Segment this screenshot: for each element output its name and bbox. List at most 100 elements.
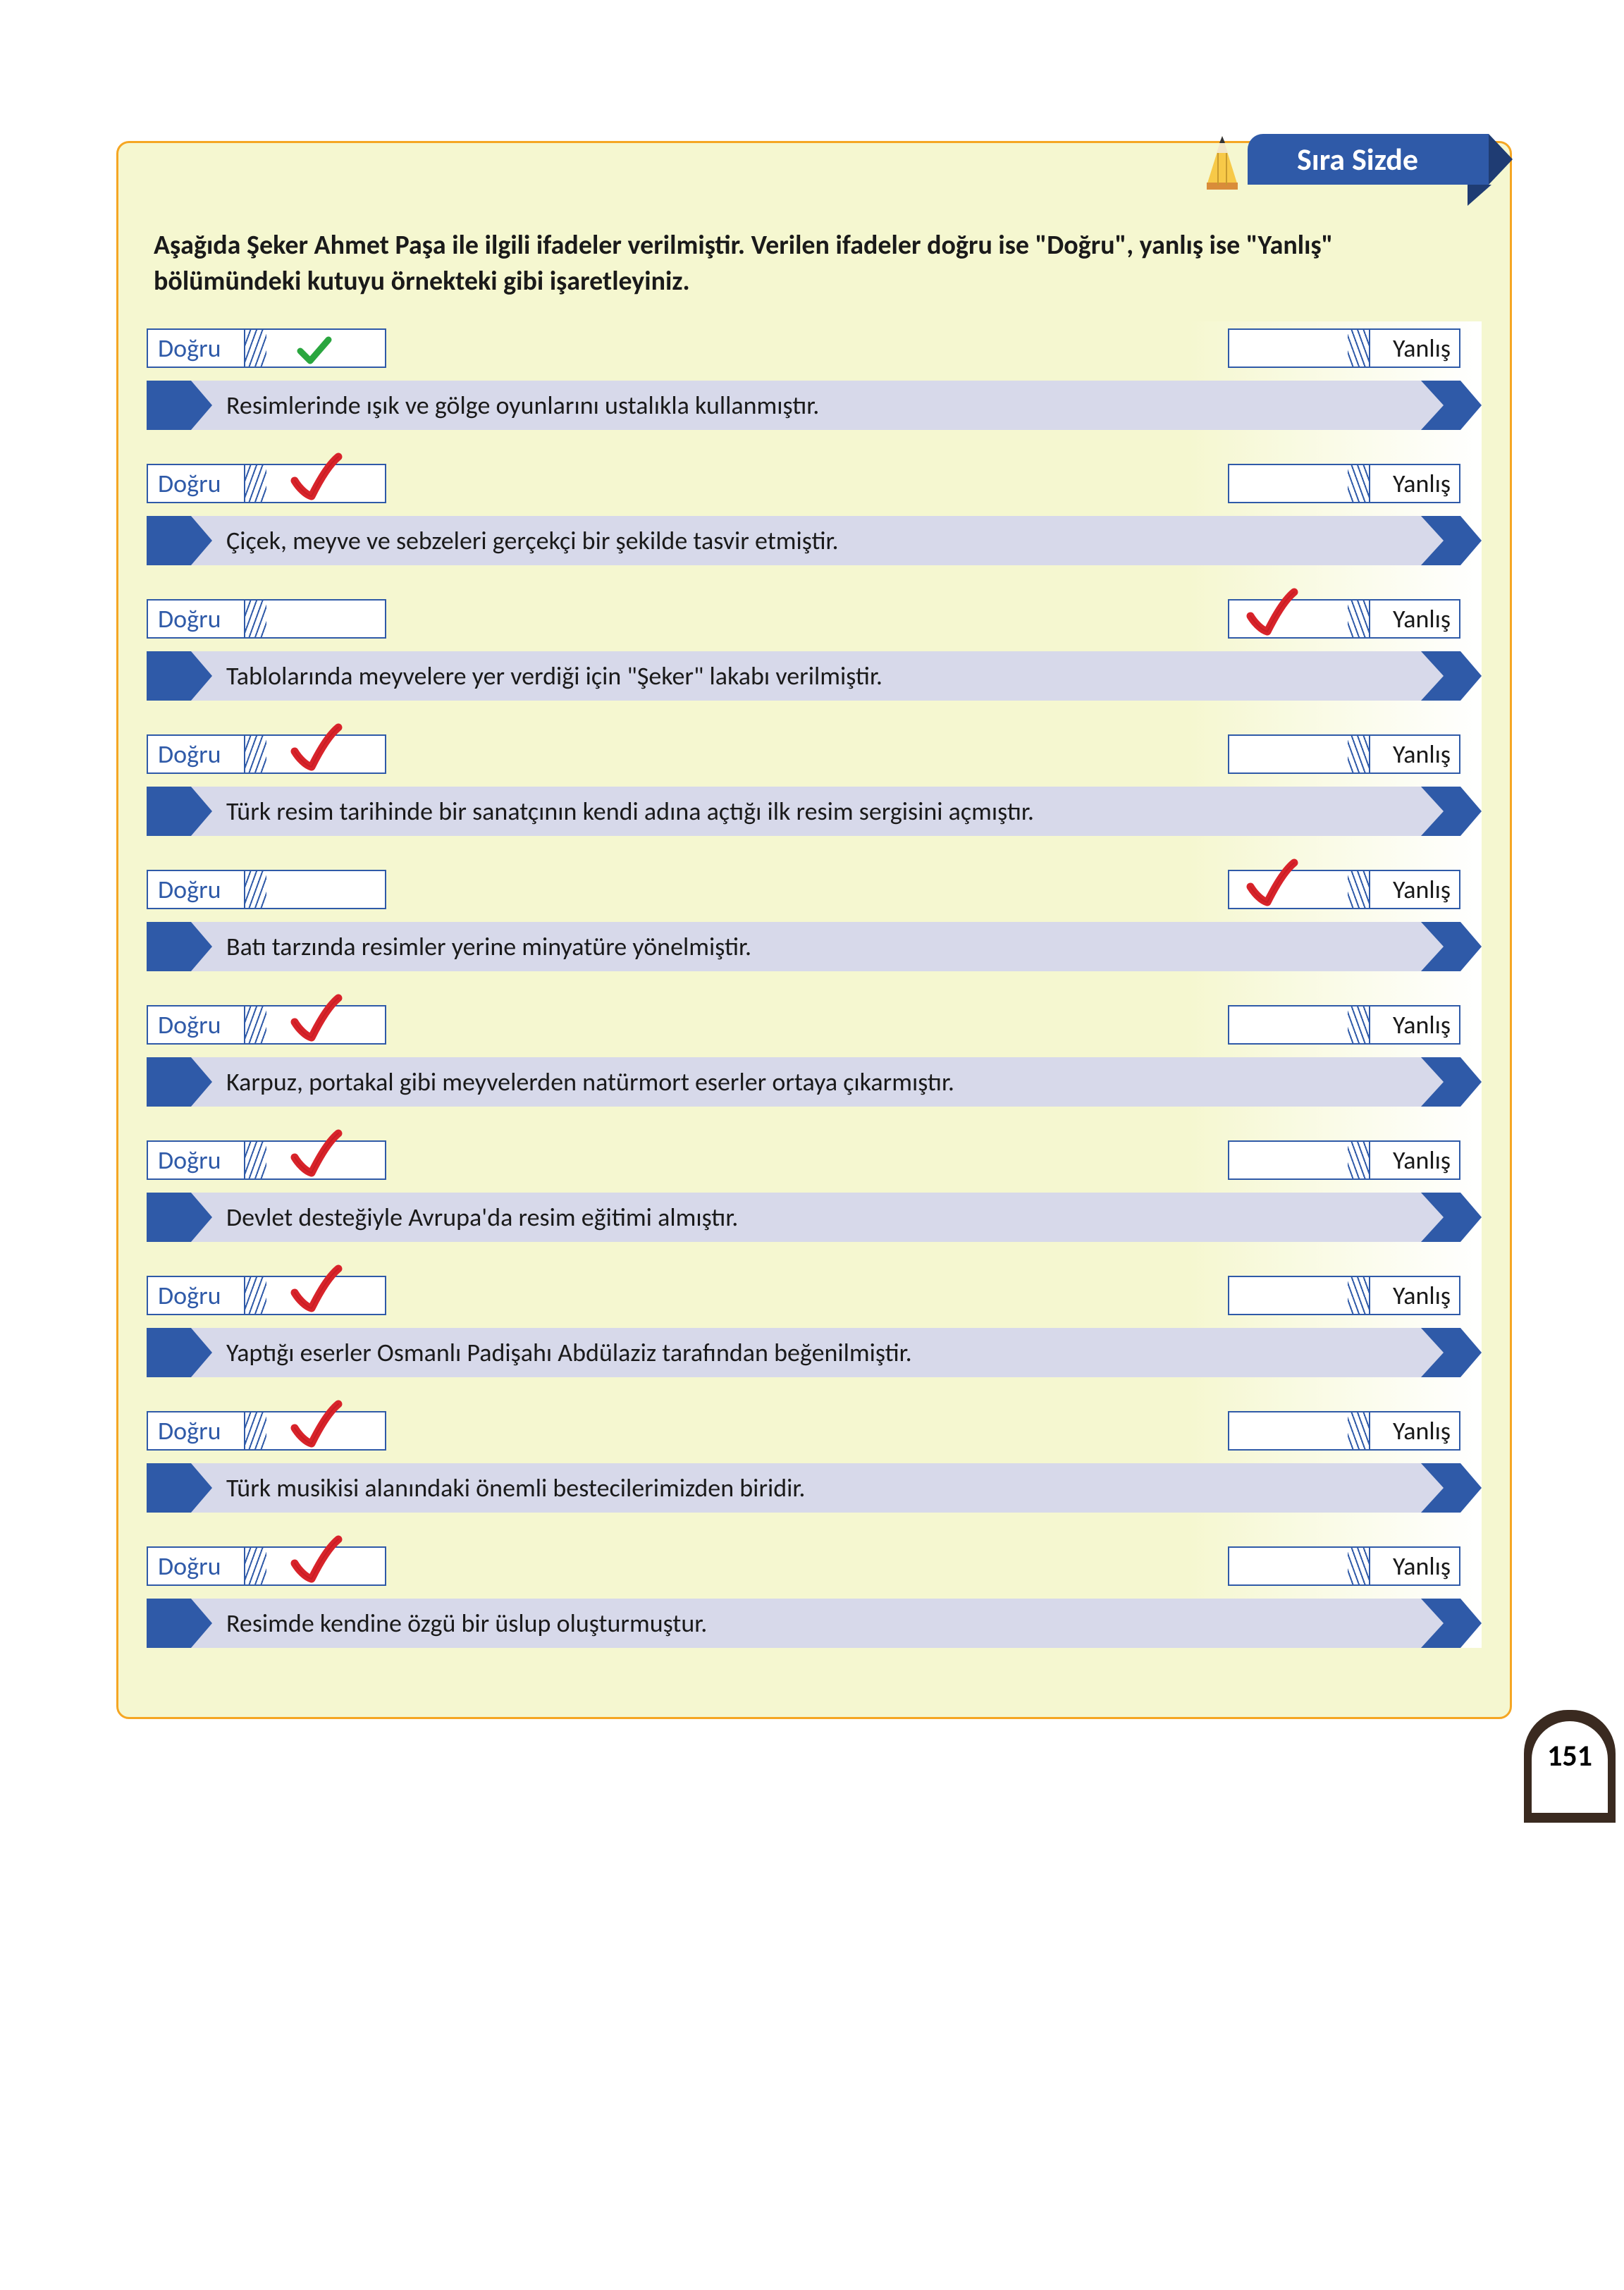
statement-bar: Resimde kendine özgü bir üslup oluşturmu… xyxy=(147,1599,1482,1648)
statement-text: Devlet desteğiyle Avrupa'da resim eğitim… xyxy=(191,1193,1444,1242)
false-label: Yanlış xyxy=(1369,328,1460,368)
slash-divider xyxy=(245,599,266,639)
false-group: Yanlış xyxy=(1228,1546,1460,1589)
false-label: Yanlış xyxy=(1369,1005,1460,1045)
false-group: Yanlış xyxy=(1228,328,1460,371)
question-row: Doğru Yanlış Türk resim tarihinde bir sana… xyxy=(147,734,1482,836)
true-label: Doğru xyxy=(147,870,245,909)
true-group: Doğru xyxy=(147,599,386,641)
false-label: Yanlış xyxy=(1369,870,1460,909)
false-label: Yanlış xyxy=(1369,1411,1460,1451)
false-label: Yanlış xyxy=(1369,734,1460,774)
true-group: Doğru xyxy=(147,1140,386,1183)
question-row: Doğru Yanlış Batı tarzında resimler yerine… xyxy=(147,870,1482,971)
statement-bar: Devlet desteğiyle Avrupa'da resim eğitim… xyxy=(147,1193,1482,1242)
false-checkbox[interactable] xyxy=(1228,1276,1348,1315)
slash-divider xyxy=(1348,599,1369,639)
statement-text: Türk resim tarihinde bir sanatçının kend… xyxy=(191,787,1444,836)
page-number: 151 xyxy=(1532,1721,1608,1813)
checkmark-red-icon xyxy=(288,994,344,1047)
false-group: Yanlış xyxy=(1228,734,1460,777)
question-row: Doğru Yanlış Çiçek, meyve ve sebzeleri ger… xyxy=(147,464,1482,565)
slash-divider xyxy=(1348,1140,1369,1180)
true-label: Doğru xyxy=(147,1140,245,1180)
false-checkbox[interactable] xyxy=(1228,734,1348,774)
false-checkbox[interactable] xyxy=(1228,599,1348,639)
true-checkbox[interactable] xyxy=(266,1140,386,1180)
statement-text: Tablolarında meyvelere yer verdiği için … xyxy=(191,651,1444,701)
slash-divider xyxy=(245,1140,266,1180)
true-checkbox[interactable] xyxy=(266,328,386,368)
false-checkbox[interactable] xyxy=(1228,1140,1348,1180)
slash-divider xyxy=(1348,328,1369,368)
question-row: Doğru Yanlış Resimlerinde ışık ve gölge oy… xyxy=(147,328,1482,430)
false-label: Yanlış xyxy=(1369,1276,1460,1315)
true-label: Doğru xyxy=(147,599,245,639)
question-row: Doğru Yanlış Devlet desteğiyle Avrupa'da r… xyxy=(147,1140,1482,1242)
question-row: Doğru Yanlış Yaptığı eserler Osmanlı Padiş… xyxy=(147,1276,1482,1377)
statement-bar: Yaptığı eserler Osmanlı Padişahı Abdülaz… xyxy=(147,1328,1482,1377)
slash-divider xyxy=(245,328,266,368)
false-checkbox[interactable] xyxy=(1228,1005,1348,1045)
true-checkbox[interactable] xyxy=(266,1276,386,1315)
false-group: Yanlış xyxy=(1228,1140,1460,1183)
true-checkbox[interactable] xyxy=(266,1546,386,1586)
checkmark-green-icon xyxy=(296,334,333,365)
slash-divider xyxy=(1348,1276,1369,1315)
true-checkbox[interactable] xyxy=(266,1411,386,1451)
slash-divider xyxy=(1348,870,1369,909)
false-group: Yanlış xyxy=(1228,464,1460,506)
slash-divider xyxy=(245,464,266,503)
true-checkbox[interactable] xyxy=(266,734,386,774)
true-group: Doğru xyxy=(147,1546,386,1589)
false-group: Yanlış xyxy=(1228,599,1460,641)
statement-text: Batı tarzında resimler yerine minyatüre … xyxy=(191,922,1444,971)
false-group: Yanlış xyxy=(1228,870,1460,912)
statement-text: Resimlerinde ışık ve gölge oyunlarını us… xyxy=(191,381,1444,430)
false-checkbox[interactable] xyxy=(1228,328,1348,368)
false-checkbox[interactable] xyxy=(1228,1546,1348,1586)
true-label: Doğru xyxy=(147,734,245,774)
checkmark-red-icon xyxy=(288,1129,344,1183)
statement-text: Karpuz, portakal gibi meyvelerden natürm… xyxy=(191,1057,1444,1107)
true-label: Doğru xyxy=(147,1546,245,1586)
question-row: Doğru Yanlış Tablolarında meyvelere yer ve… xyxy=(147,599,1482,701)
true-checkbox[interactable] xyxy=(266,464,386,503)
false-checkbox[interactable] xyxy=(1228,870,1348,909)
questions-list: Doğru Yanlış Resimlerinde ışık ve gölge oy… xyxy=(147,321,1482,1648)
checkmark-red-icon xyxy=(288,1400,344,1453)
statement-bar: Türk musikisi alanındaki önemli bestecil… xyxy=(147,1463,1482,1513)
statement-text: Yaptığı eserler Osmanlı Padişahı Abdülaz… xyxy=(191,1328,1444,1377)
checkmark-red-icon xyxy=(1243,858,1300,912)
false-checkbox[interactable] xyxy=(1228,1411,1348,1451)
slash-divider xyxy=(245,1546,266,1586)
true-label: Doğru xyxy=(147,1276,245,1315)
slash-divider xyxy=(1348,1546,1369,1586)
slash-divider xyxy=(1348,1005,1369,1045)
statement-bar: Tablolarında meyvelere yer verdiği için … xyxy=(147,651,1482,701)
question-row: Doğru Yanlış Türk musikisi alanındaki önem… xyxy=(147,1411,1482,1513)
false-group: Yanlış xyxy=(1228,1276,1460,1318)
statement-text: Resimde kendine özgü bir üslup oluşturmu… xyxy=(191,1599,1444,1648)
true-checkbox[interactable] xyxy=(266,1005,386,1045)
checkmark-red-icon xyxy=(288,453,344,506)
true-checkbox[interactable] xyxy=(266,599,386,639)
true-group: Doğru xyxy=(147,464,386,506)
true-group: Doğru xyxy=(147,734,386,777)
true-checkbox[interactable] xyxy=(266,870,386,909)
worksheet-panel: Sıra Sizde Aşağıda Şeker Ahmet Paşa ile … xyxy=(116,141,1512,1719)
false-group: Yanlış xyxy=(1228,1411,1460,1453)
slash-divider xyxy=(1348,1411,1369,1451)
tab-title-text: Sıra Sizde xyxy=(1297,140,1418,178)
statement-bar: Batı tarzında resimler yerine minyatüre … xyxy=(147,922,1482,971)
slash-divider xyxy=(245,1411,266,1451)
true-label: Doğru xyxy=(147,1411,245,1451)
false-checkbox[interactable] xyxy=(1228,464,1348,503)
true-group: Doğru xyxy=(147,328,386,371)
checkmark-red-icon xyxy=(288,1535,344,1589)
false-label: Yanlış xyxy=(1369,1140,1460,1180)
tab-title: Sıra Sizde xyxy=(1248,134,1489,185)
slash-divider xyxy=(245,1005,266,1045)
question-row: Doğru Yanlış Resimde kendine özgü bir üslu… xyxy=(147,1546,1482,1648)
statement-text: Çiçek, meyve ve sebzeleri gerçekçi bir ş… xyxy=(191,516,1444,565)
